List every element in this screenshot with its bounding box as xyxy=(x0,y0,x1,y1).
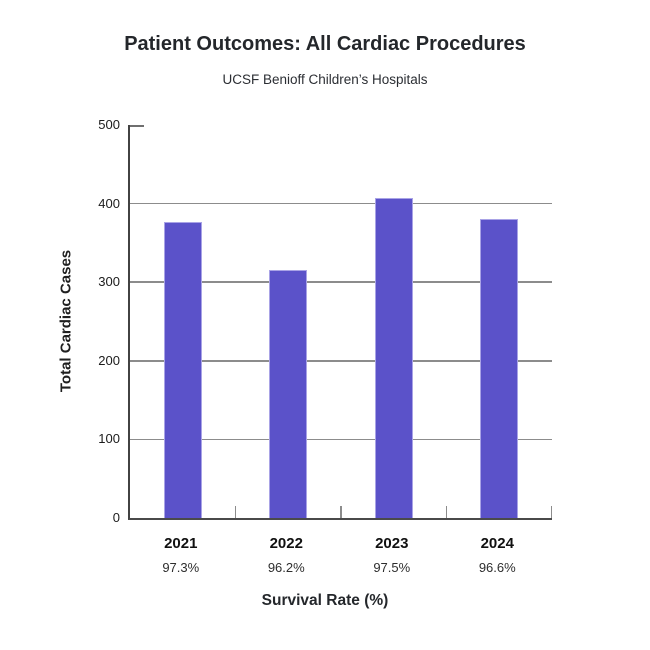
x-boundary-tick-2 xyxy=(340,506,342,518)
y-axis-tick-labels: 0 100 200 300 400 500 xyxy=(0,0,120,650)
x-axis-title: Survival Rate (%) xyxy=(261,592,389,609)
y-tick-label-100: 100 xyxy=(98,431,120,447)
x-boundary-tick-1 xyxy=(234,506,237,518)
x-category-sublabel-2022: 96.2% xyxy=(267,560,305,575)
x-boundary-tick-3 xyxy=(445,506,448,518)
y-tick-label-0: 0 xyxy=(112,510,120,525)
x-boundary-tick-4 xyxy=(550,506,552,518)
y-tick-label-200: 200 xyxy=(98,352,120,368)
x-category-sublabel-2024: 96.6% xyxy=(478,560,516,575)
x-category-label-2024: 2024 xyxy=(480,535,514,552)
chart-subtitle: UCSF Benioff Children’s Hospitals xyxy=(222,72,428,87)
bar-2022 xyxy=(269,270,308,518)
gridline-y200 xyxy=(130,360,552,362)
gridline-y100 xyxy=(130,438,552,441)
y-tick-label-500: 500 xyxy=(98,117,120,132)
y-axis-top-tick xyxy=(130,125,144,127)
x-category-label-2022: 2022 xyxy=(269,535,303,552)
chart-title: Patient Outcomes: All Cardiac Procedures xyxy=(124,33,526,55)
bar-2021 xyxy=(163,221,202,518)
gridline-y400 xyxy=(130,202,552,205)
x-category-label-2021: 2021 xyxy=(164,535,198,552)
bar-2024 xyxy=(480,219,519,518)
x-category-label-2023: 2023 xyxy=(375,535,409,552)
plot-area xyxy=(128,125,552,520)
bar-2023 xyxy=(374,198,413,518)
y-tick-label-300: 300 xyxy=(98,274,120,290)
gridline-y300 xyxy=(130,281,552,283)
y-tick-label-400: 400 xyxy=(98,195,120,211)
x-category-sublabel-2023: 97.5% xyxy=(373,560,411,575)
x-category-sublabel-2021: 97.3% xyxy=(162,560,200,575)
